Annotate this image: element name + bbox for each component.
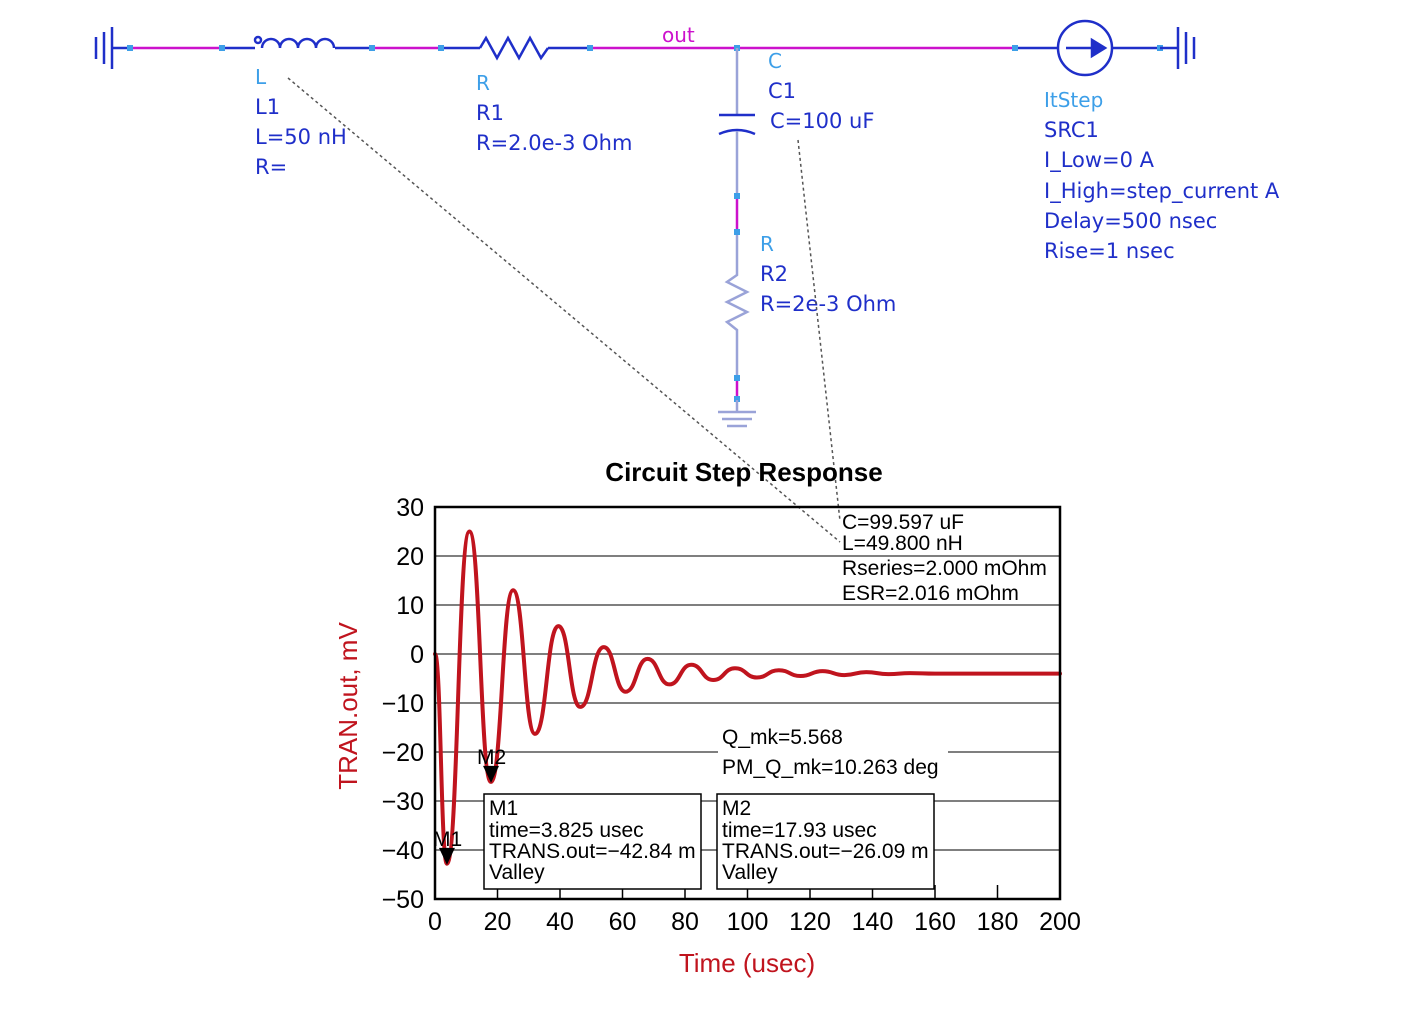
x-axis-label: Time (usec) bbox=[679, 948, 815, 978]
leader-capacitor bbox=[797, 139, 841, 522]
marker-m2-arrow[interactable] bbox=[483, 765, 500, 783]
chart: Circuit Step Response 0 20 40 60 80 100 120 140… bbox=[333, 457, 1081, 978]
param-rseries: Rseries=2.000 mOhm bbox=[842, 557, 1047, 580]
m2-readout-name: M2 bbox=[722, 797, 751, 820]
parameter-annotation: C=99.597 uF L=49.800 nH Rseries=2.000 mO… bbox=[842, 511, 1047, 605]
series-line bbox=[433, 529, 1062, 866]
inductor-l1[interactable] bbox=[253, 35, 336, 49]
m1-readout-value: TRANS.out=−42.84 m bbox=[489, 840, 696, 863]
resistor1-r-param: R=2.0e-3 Ohm bbox=[476, 131, 632, 155]
x-tick-label: 140 bbox=[852, 908, 894, 936]
y-tick-label: −40 bbox=[382, 837, 424, 865]
q-annotation: Q_mk=5.568 PM_Q_mk=10.263 deg bbox=[718, 724, 948, 780]
node-r2-bottom bbox=[734, 375, 740, 381]
source-rise-param: Rise=1 nsec bbox=[1044, 239, 1175, 263]
x-tick-label: 160 bbox=[914, 908, 956, 936]
resistor2-r-param: R=2e-3 Ohm bbox=[760, 292, 896, 316]
ground-symbol-left[interactable] bbox=[94, 27, 133, 69]
x-tick-label: 0 bbox=[428, 908, 442, 936]
ground-symbol-right[interactable] bbox=[1160, 27, 1196, 69]
capacitor-c-param: C=100 uF bbox=[770, 109, 874, 133]
marker-m1[interactable]: M1 bbox=[433, 828, 462, 865]
y-tick-label: −10 bbox=[382, 690, 424, 718]
marker-m2-label: M2 bbox=[477, 746, 506, 769]
x-tick-label: 40 bbox=[546, 908, 574, 936]
source-instance-label: SRC1 bbox=[1044, 118, 1099, 142]
q-mk-value: Q_mk=5.568 bbox=[722, 726, 843, 749]
net-label-out: out bbox=[662, 23, 695, 47]
resistor-r2[interactable] bbox=[724, 235, 750, 375]
marker-m1-label: M1 bbox=[433, 828, 462, 851]
param-c: C=99.597 uF bbox=[842, 511, 964, 534]
capacitor-c1[interactable] bbox=[718, 48, 756, 195]
x-tick-label: 180 bbox=[977, 908, 1019, 936]
leader-lines bbox=[287, 77, 841, 543]
marker-m1-readout: M1 time=3.825 usec TRANS.out=−42.84 m Va… bbox=[483, 793, 702, 890]
y-tick-label: 10 bbox=[396, 592, 424, 620]
x-ticks: 0 20 40 60 80 100 120 140 160 180 200 bbox=[428, 885, 1081, 936]
resistor1-type-label: R bbox=[476, 71, 490, 95]
source-i-high-param: I_High=step_current A bbox=[1044, 179, 1280, 204]
x-tick-label: 80 bbox=[671, 908, 699, 936]
marker-m1-arrow[interactable] bbox=[438, 847, 455, 865]
m2-readout-value: TRANS.out=−26.09 m bbox=[722, 840, 929, 863]
ground-symbol-bottom[interactable] bbox=[718, 400, 756, 428]
resistor2-instance-label: R2 bbox=[760, 262, 788, 286]
capacitor-type-label: C bbox=[768, 49, 782, 73]
inductor-r-param: R= bbox=[255, 155, 287, 179]
marker-m2-readout: M2 time=17.93 usec TRANS.out=−26.09 m Va… bbox=[716, 793, 935, 890]
m1-readout-time: time=3.825 usec bbox=[489, 819, 644, 842]
chart-title: Circuit Step Response bbox=[605, 457, 882, 487]
node-r2-top bbox=[734, 229, 740, 235]
x-tick-label: 100 bbox=[727, 908, 769, 936]
capacitor-instance-label: C1 bbox=[768, 79, 796, 103]
x-tick-label: 200 bbox=[1039, 908, 1081, 936]
inductor-type-label: L bbox=[255, 65, 267, 89]
inductor-instance-label: L1 bbox=[255, 95, 280, 119]
current-source-src1[interactable] bbox=[1056, 19, 1114, 77]
y-tick-label: −20 bbox=[382, 739, 424, 767]
x-tick-label: 20 bbox=[484, 908, 512, 936]
source-delay-param: Delay=500 nsec bbox=[1044, 209, 1217, 233]
source-i-low-param: I_Low=0 A bbox=[1044, 148, 1155, 173]
x-tick-label: 120 bbox=[789, 908, 831, 936]
m2-readout-type: Valley bbox=[722, 861, 778, 884]
pm-q-mk-value: PM_Q_mk=10.263 deg bbox=[722, 756, 939, 779]
node-ground-bottom bbox=[734, 396, 740, 402]
resistor-r1[interactable] bbox=[478, 35, 550, 61]
y-tick-label: −30 bbox=[382, 788, 424, 816]
plot-frame bbox=[433, 505, 1062, 901]
param-l: L=49.800 nH bbox=[842, 532, 963, 555]
inductor-l-param: L=50 nH bbox=[255, 125, 347, 149]
m1-readout-name: M1 bbox=[489, 797, 518, 820]
schematic: out L L1 L=50 nH R= R R1 R=2.0e-3 Ohm bbox=[94, 19, 1280, 428]
leader-inductor bbox=[287, 77, 841, 543]
resistor2-type-label: R bbox=[760, 232, 774, 256]
param-esr: ESR=2.016 mOhm bbox=[842, 582, 1019, 605]
y-ticks: 30 20 10 0 −10 −20 −30 −40 −50 bbox=[382, 494, 424, 914]
y-tick-label: 30 bbox=[396, 494, 424, 522]
y-axis-label: TRAN.out, mV bbox=[333, 622, 363, 790]
marker-m2[interactable]: M2 bbox=[477, 746, 506, 783]
source-type-label: ItStep bbox=[1044, 88, 1103, 112]
m2-readout-time: time=17.93 usec bbox=[722, 819, 877, 842]
y-tick-label: 0 bbox=[410, 641, 424, 669]
m1-readout-type: Valley bbox=[489, 861, 545, 884]
resistor1-instance-label: R1 bbox=[476, 101, 504, 125]
y-tick-label: 20 bbox=[396, 543, 424, 571]
x-tick-label: 60 bbox=[609, 908, 637, 936]
node-cap-bottom bbox=[734, 193, 740, 199]
y-tick-label: −50 bbox=[382, 886, 424, 914]
